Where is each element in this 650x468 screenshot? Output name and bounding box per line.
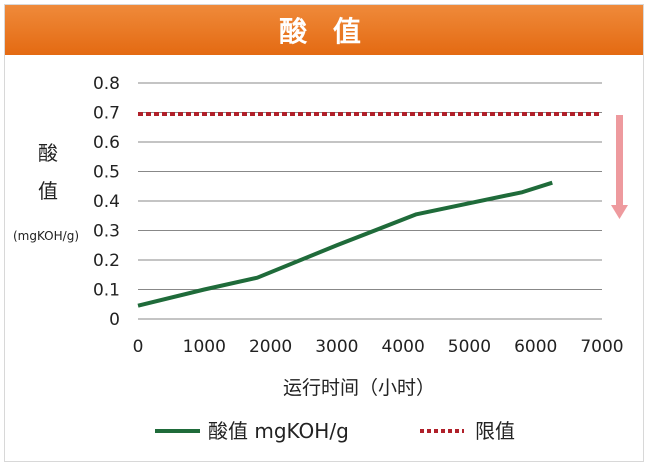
x-tick-label: 3000	[315, 337, 358, 357]
y-tick-label: 0.1	[93, 281, 120, 301]
y-tick-label: 0	[109, 310, 120, 330]
y-tick-label: 0.6	[93, 133, 120, 153]
downward-trend-arrow	[611, 115, 628, 219]
y-tick-label: 0.4	[93, 192, 120, 212]
y-axis-label-line2: 值	[38, 179, 58, 203]
chart-frame: 酸 值	[4, 4, 644, 462]
legend-label-limit: 限值	[475, 419, 515, 443]
y-tick-label: 0.2	[93, 251, 120, 271]
y-tick-label: 0.7	[93, 104, 120, 124]
y-axis-unit: (mgKOH/g)	[13, 229, 79, 243]
x-tick-label: 4000	[382, 337, 425, 357]
x-tick-label: 1000	[183, 337, 226, 357]
y-axis-label-line1: 酸	[38, 141, 58, 165]
acid-value-line	[137, 180, 553, 308]
title-bar: 酸 值	[5, 5, 643, 55]
series-lines	[137, 111, 602, 308]
legend-label-acid-value: 酸值 mgKOH/g	[208, 419, 349, 443]
y-tick-label: 0.8	[93, 74, 120, 94]
y-tick-label: 0.5	[93, 163, 120, 183]
chart-title: 酸 值	[279, 15, 369, 48]
y-tick-labels: 0 0.1 0.2 0.3 0.4 0.5 0.6 0.7 0.8	[93, 74, 120, 330]
x-axis-label: 运行时间（小时）	[283, 377, 435, 399]
x-tick-label: 0	[133, 337, 144, 357]
y-tick-label: 0.3	[93, 222, 120, 242]
x-tick-label: 7000	[580, 337, 623, 357]
x-tick-label: 5000	[448, 337, 491, 357]
legend: 酸值 mgKOH/g 限值	[155, 419, 515, 443]
x-tick-labels: 0 1000 2000 3000 4000 5000 6000 7000	[133, 337, 624, 357]
x-tick-label: 6000	[514, 337, 557, 357]
arrow-shaft	[616, 115, 623, 207]
x-tick-label: 2000	[249, 337, 292, 357]
grid-lines	[138, 82, 602, 320]
arrow-head	[611, 205, 628, 219]
